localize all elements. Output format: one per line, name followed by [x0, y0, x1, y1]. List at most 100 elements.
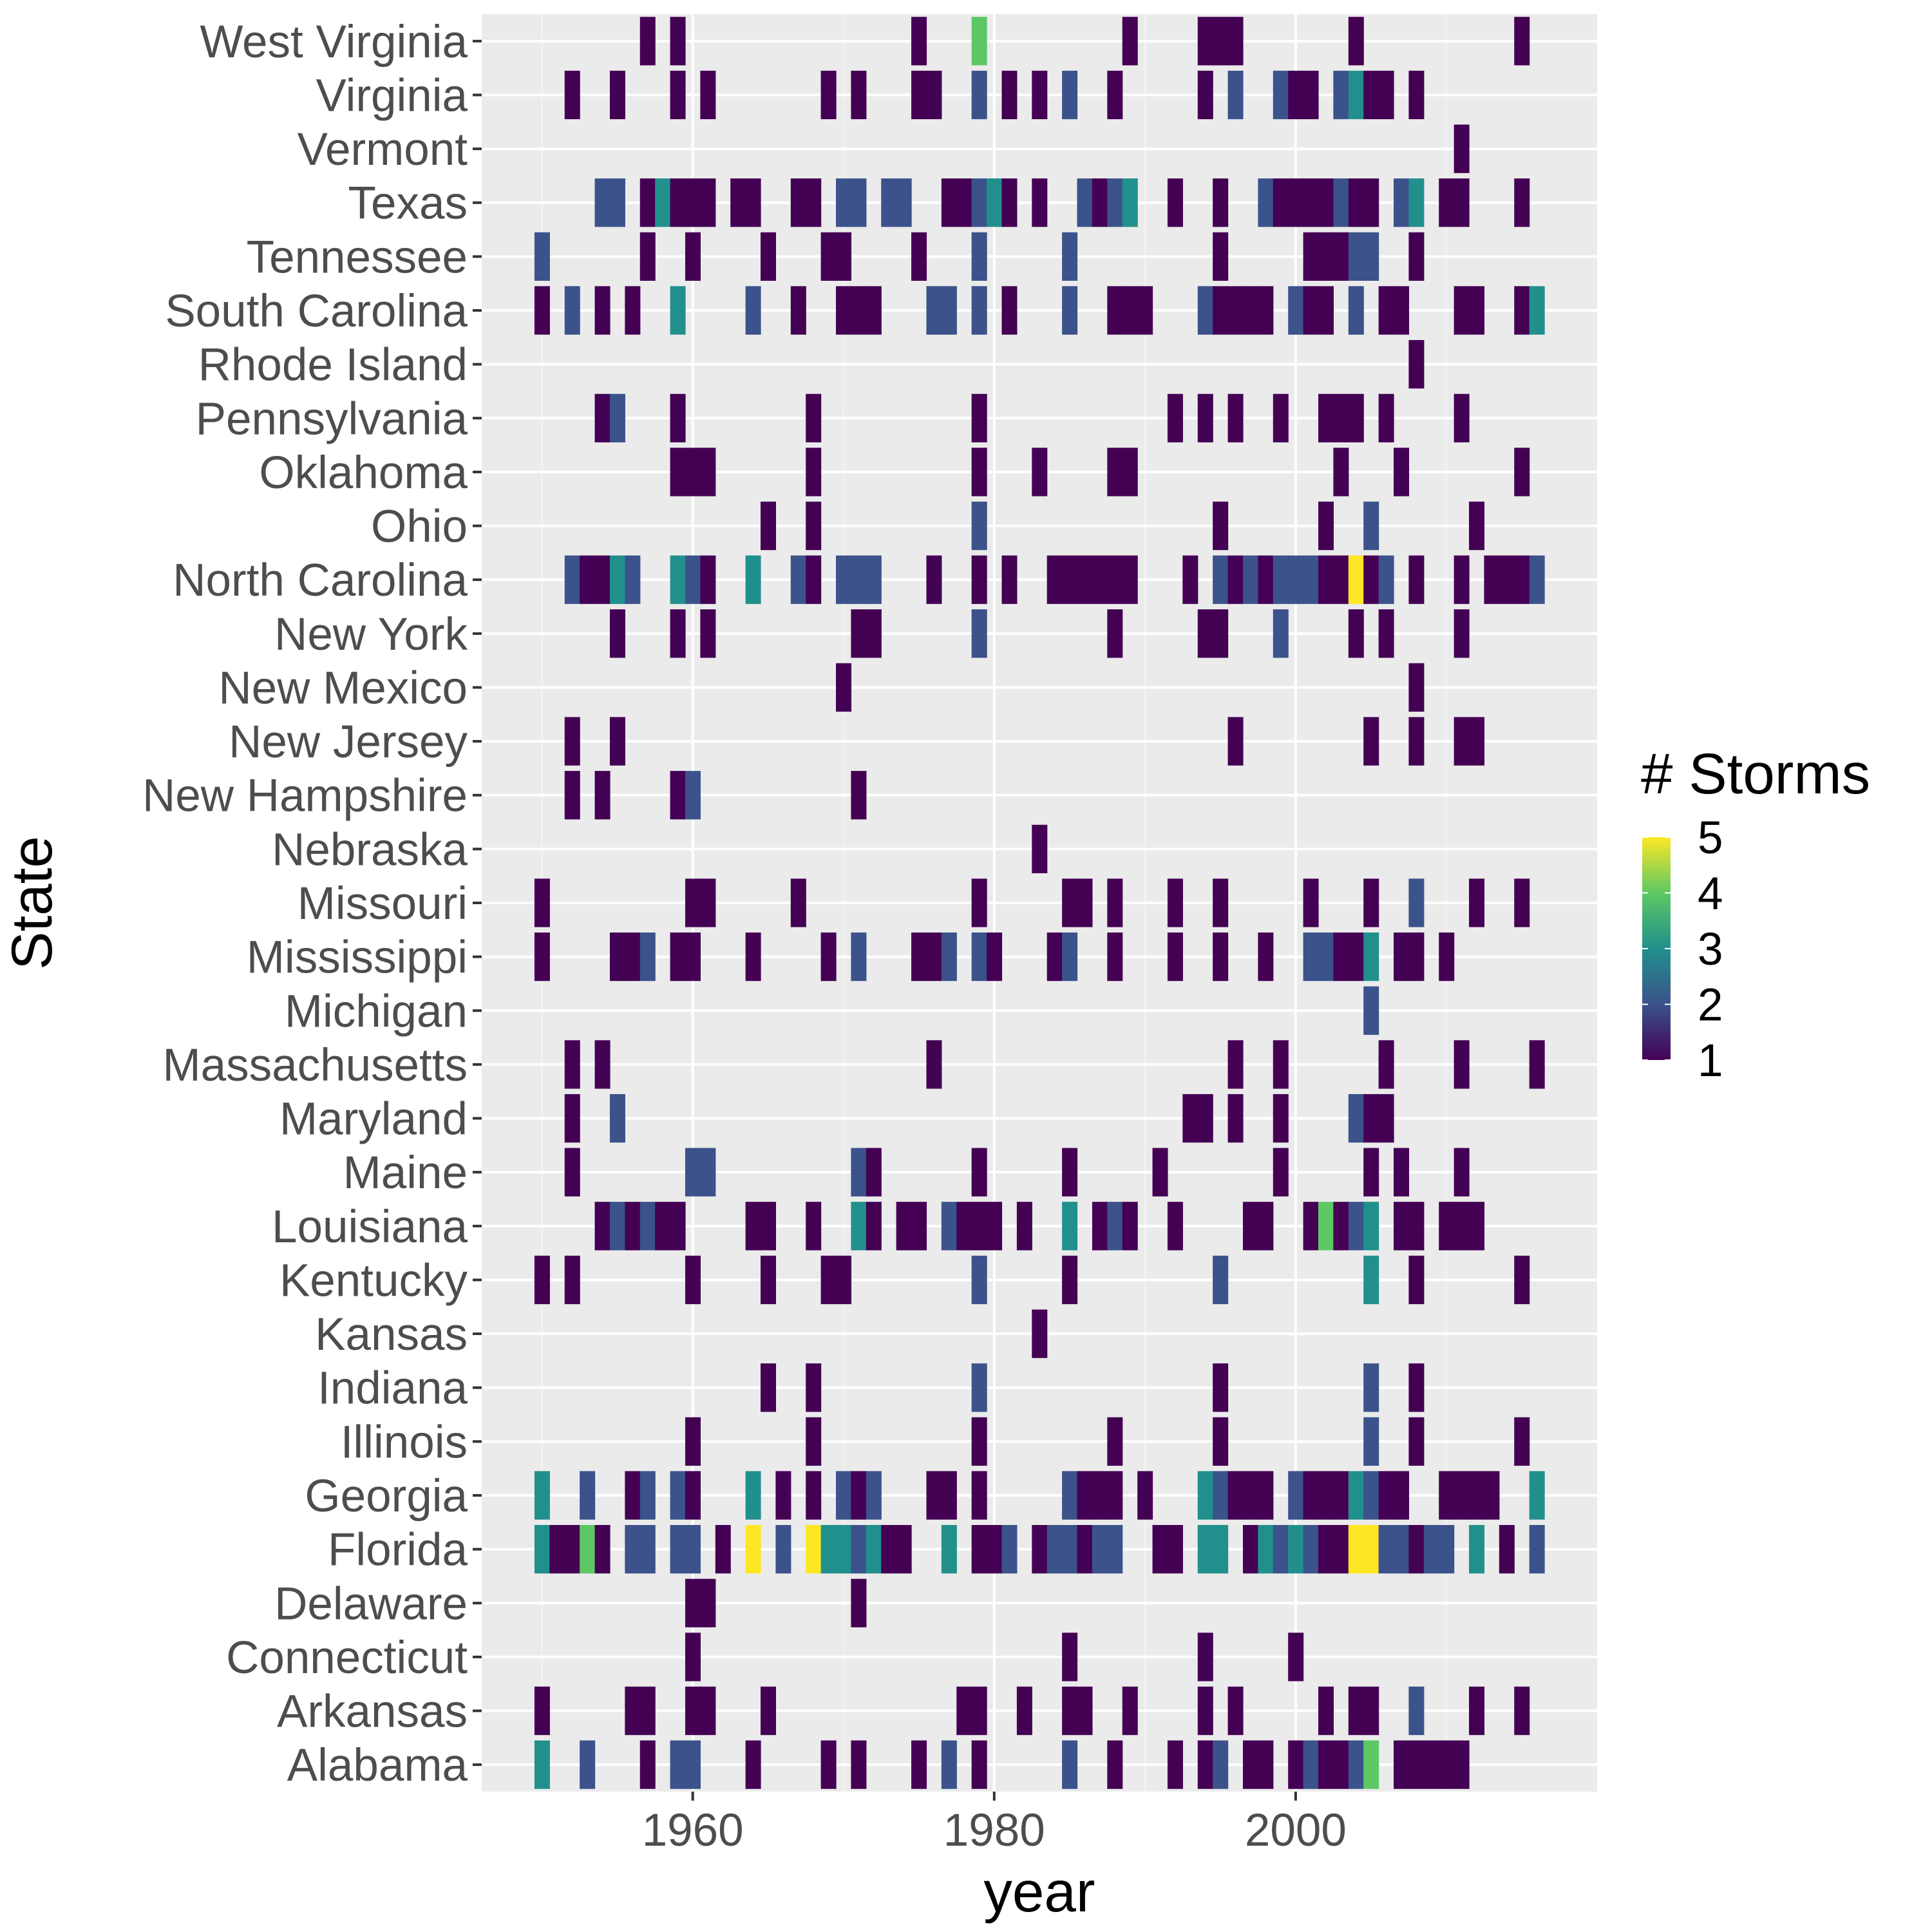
heatmap-cell	[1333, 393, 1349, 442]
heatmap-cell	[836, 663, 852, 712]
heatmap-cell	[911, 933, 927, 981]
heatmap-cell	[1333, 1471, 1349, 1520]
heatmap-cell	[1077, 555, 1093, 604]
heatmap-cell	[1529, 1040, 1545, 1089]
heatmap-cell	[775, 1471, 791, 1520]
heatmap-cell	[1318, 1202, 1334, 1251]
heatmap-cell	[670, 933, 686, 981]
heatmap-cell	[851, 1202, 867, 1251]
heatmap-cell	[1213, 1255, 1229, 1305]
heatmap-cell	[1333, 555, 1349, 604]
heatmap-cell	[655, 1202, 671, 1251]
heatmap-cell	[1242, 555, 1258, 604]
heatmap-cell	[1107, 1471, 1123, 1520]
heatmap-cell	[1227, 1686, 1244, 1736]
heatmap-cell	[1423, 1740, 1439, 1789]
heatmap-cell	[1363, 1255, 1379, 1305]
heatmap-cell	[806, 178, 822, 227]
heatmap-cell	[1197, 1094, 1213, 1143]
heatmap-cell	[1514, 1417, 1530, 1466]
heatmap-cell	[971, 609, 987, 658]
heatmap-cell	[1032, 70, 1048, 120]
heatmap-cell	[761, 1255, 777, 1305]
heatmap-cell	[1197, 286, 1213, 335]
heatmap-cell	[1439, 1740, 1455, 1789]
heatmap-cell	[941, 1525, 957, 1574]
x-axis-title: year	[983, 1859, 1095, 1924]
heatmap-cell	[1363, 1740, 1379, 1789]
heatmap-cell	[775, 1525, 791, 1574]
heatmap-cell	[1016, 1686, 1032, 1736]
heatmap-cell	[594, 1525, 611, 1574]
heatmap-cell	[1213, 1363, 1229, 1412]
heatmap-cell	[639, 17, 656, 66]
heatmap-cell	[1062, 286, 1078, 335]
heatmap-cell	[594, 555, 611, 604]
heatmap-cell	[1213, 1525, 1229, 1574]
heatmap-cell	[1258, 1471, 1274, 1520]
heatmap-cell	[1394, 1202, 1410, 1251]
heatmap-cell	[1454, 1202, 1470, 1251]
heatmap-cell	[700, 1686, 716, 1736]
heatmap-cell	[1303, 878, 1319, 927]
heatmap-cell	[866, 286, 882, 335]
heatmap-cell	[911, 1202, 927, 1251]
heatmap-cell	[971, 555, 987, 604]
heatmap-cell	[1454, 1471, 1470, 1520]
heatmap-cell	[1167, 393, 1183, 442]
heatmap-cells	[534, 17, 1545, 1789]
heatmap-cell	[639, 1202, 656, 1251]
heatmap-cell	[896, 1202, 912, 1251]
heatmap-cell	[836, 286, 852, 335]
y-tick-label: New York	[274, 609, 468, 660]
heatmap-cell	[1288, 70, 1304, 120]
y-tick-label: Texas	[348, 178, 468, 229]
heatmap-cell	[1062, 1686, 1078, 1736]
heatmap-cell	[790, 178, 806, 227]
heatmap-cell	[1077, 178, 1093, 227]
heatmap-cell	[971, 17, 987, 66]
heatmap-cell	[1394, 448, 1410, 497]
heatmap-cell	[971, 1202, 987, 1251]
heatmap-cell	[1273, 393, 1289, 442]
heatmap-cell	[806, 1525, 822, 1574]
heatmap-cell	[1333, 1202, 1349, 1251]
heatmap-cell	[987, 933, 1003, 981]
heatmap-cell	[790, 286, 806, 335]
heatmap-cell	[1469, 717, 1485, 766]
heatmap-cell	[926, 1040, 942, 1089]
heatmap-cell	[1107, 1525, 1123, 1574]
heatmap-cell	[1227, 1094, 1244, 1143]
heatmap-cell	[1394, 1471, 1410, 1520]
heatmap-cell	[1318, 933, 1334, 981]
heatmap-cell	[639, 933, 656, 981]
y-tick-label: Oklahoma	[259, 448, 468, 498]
heatmap-cell	[911, 232, 927, 281]
heatmap-cell	[594, 393, 611, 442]
heatmap-cell	[1408, 555, 1425, 604]
heatmap-cell	[685, 878, 701, 927]
heatmap-cell	[580, 1740, 596, 1789]
y-tick-label: Maine	[343, 1148, 468, 1198]
heatmap-cell	[1394, 1740, 1410, 1789]
heatmap-cell	[1318, 286, 1334, 335]
heatmap-cell	[1408, 663, 1425, 712]
heatmap-cell	[1408, 1525, 1425, 1574]
heatmap-cell	[836, 232, 852, 281]
heatmap-cell	[609, 555, 625, 604]
heatmap-cell	[1454, 1148, 1470, 1197]
heatmap-cell	[820, 933, 837, 981]
heatmap-cell	[1107, 555, 1123, 604]
heatmap-cell	[866, 555, 882, 604]
heatmap-cell	[1258, 1740, 1274, 1789]
heatmap-cell	[1213, 1740, 1229, 1789]
heatmap-cell	[594, 771, 611, 820]
heatmap-cell	[534, 1471, 550, 1520]
heatmap-cell	[820, 232, 837, 281]
heatmap-cell	[1439, 178, 1455, 227]
heatmap-cell	[1167, 178, 1183, 227]
heatmap-cell	[1032, 178, 1048, 227]
heatmap-cell	[1197, 1525, 1213, 1574]
heatmap-cell	[761, 1202, 777, 1251]
heatmap-cell	[1378, 1094, 1394, 1143]
